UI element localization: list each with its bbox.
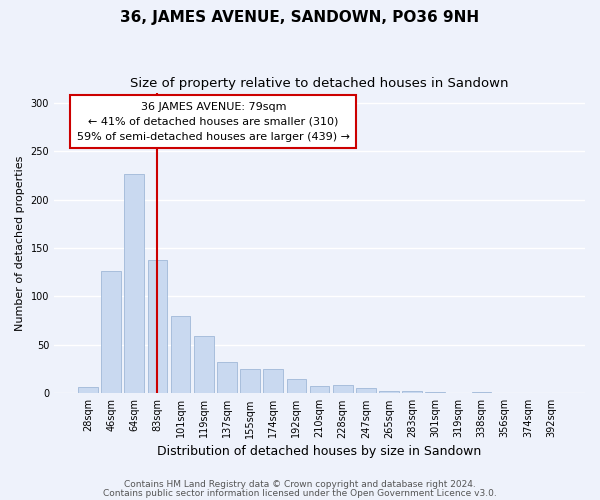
Bar <box>148 260 167 394</box>
Y-axis label: Number of detached properties: Number of detached properties <box>15 156 25 331</box>
Bar <box>124 174 144 394</box>
Bar <box>356 388 376 394</box>
Bar <box>194 336 214 394</box>
Bar <box>333 384 353 394</box>
Bar <box>78 386 98 394</box>
Bar <box>171 316 190 394</box>
X-axis label: Distribution of detached houses by size in Sandown: Distribution of detached houses by size … <box>157 444 482 458</box>
Bar <box>217 362 237 394</box>
Bar <box>287 379 306 394</box>
Bar <box>263 369 283 394</box>
Bar <box>379 392 399 394</box>
Bar <box>101 272 121 394</box>
Text: Contains public sector information licensed under the Open Government Licence v3: Contains public sector information licen… <box>103 489 497 498</box>
Bar <box>402 392 422 394</box>
Text: 36 JAMES AVENUE: 79sqm
← 41% of detached houses are smaller (310)
59% of semi-de: 36 JAMES AVENUE: 79sqm ← 41% of detached… <box>77 102 350 142</box>
Text: 36, JAMES AVENUE, SANDOWN, PO36 9NH: 36, JAMES AVENUE, SANDOWN, PO36 9NH <box>121 10 479 25</box>
Text: Contains HM Land Registry data © Crown copyright and database right 2024.: Contains HM Land Registry data © Crown c… <box>124 480 476 489</box>
Title: Size of property relative to detached houses in Sandown: Size of property relative to detached ho… <box>130 78 509 90</box>
Bar <box>425 392 445 394</box>
Bar <box>472 392 491 394</box>
Bar <box>240 369 260 394</box>
Bar <box>310 386 329 394</box>
